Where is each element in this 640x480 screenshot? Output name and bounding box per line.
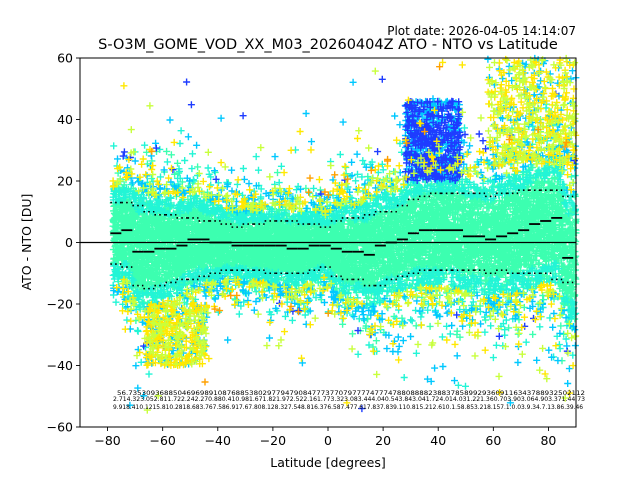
- x-axis: −80 −60 −40 −20 0 20 40 60 80: [94, 427, 556, 448]
- chart-title: S-O3M_GOME_VOD_XX_M03_20260404Z ATO - NT…: [98, 37, 558, 53]
- y-tick-label: 20: [57, 174, 73, 189]
- x-axis-label: Latitude [degrees]: [270, 455, 386, 470]
- y-tick-label: 60: [57, 51, 73, 66]
- x-tick-label: 20: [375, 433, 391, 448]
- annotation-row-1: 56.7353093688504696989108768853802977947…: [117, 390, 585, 397]
- plot-date: Plot date: 2026-04-05 14:14:07: [387, 24, 576, 38]
- annotation-row-2: 2.714.323.052.811.722.242.270.880.410.98…: [113, 396, 585, 403]
- y-tick-label: −20: [47, 297, 73, 312]
- y-tick-label: 40: [57, 112, 73, 127]
- x-tick-label: 0: [324, 433, 332, 448]
- x-tick-label: 40: [430, 433, 446, 448]
- x-tick-label: −80: [94, 433, 120, 448]
- bin-statistics: [110, 189, 574, 290]
- scatter-series-blue: [119, 75, 578, 413]
- x-tick-label: −40: [205, 433, 231, 448]
- x-tick-label: −60: [149, 433, 175, 448]
- plot-area: 56.7353093688504696989108768853802977947…: [79, 54, 585, 428]
- scatter-points: [109, 54, 580, 414]
- y-tick-label: −40: [47, 358, 73, 373]
- x-tick-label: −20: [260, 433, 286, 448]
- y-axis: −60 −40 −20 0 20 40 60: [47, 51, 80, 435]
- y-tick-label: −60: [47, 420, 73, 435]
- scatter-series-orange: [148, 63, 570, 386]
- x-tick-label: 60: [485, 433, 501, 448]
- scatter-series-lime: [114, 54, 580, 414]
- y-axis-label: ATO - NTO [DU]: [19, 194, 34, 291]
- x-tick-label: 80: [540, 433, 556, 448]
- bin-annotations: 56.7353093688504696989108768853802977947…: [113, 390, 585, 411]
- annotation-row-3: 9.918.410.1215.810.2818.683.767.586.917.…: [113, 404, 583, 411]
- y-tick-label: 0: [65, 235, 73, 250]
